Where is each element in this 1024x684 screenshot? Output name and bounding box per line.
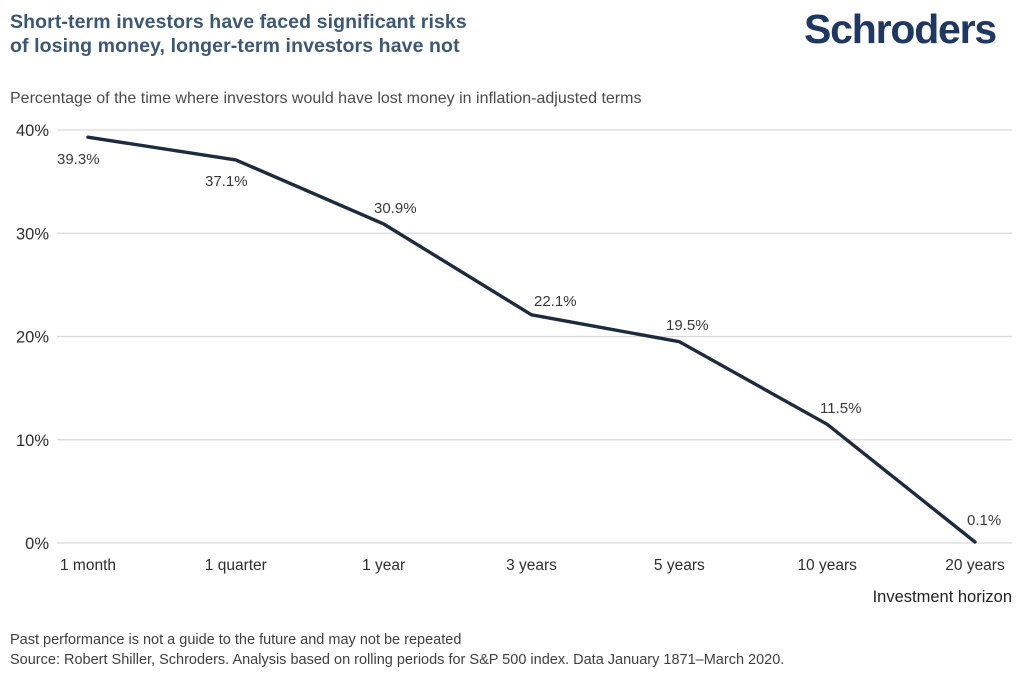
y-tick-label: 40%	[16, 122, 49, 140]
x-tick-label: 10 years	[797, 557, 857, 574]
x-tick-label: 1 year	[362, 557, 405, 574]
data-label: 37.1%	[205, 173, 248, 190]
x-tick-label: 5 years	[654, 557, 705, 574]
x-tick-label: 1 quarter	[205, 557, 267, 574]
x-axis-title: Investment horizon	[873, 588, 1012, 606]
data-label: 39.3%	[57, 151, 100, 168]
schroders-logo: Schroders	[804, 6, 997, 52]
x-tick-label: 1 month	[60, 557, 116, 574]
title-line-1: Short-term investors have faced signific…	[10, 11, 467, 33]
y-tick-label: 20%	[16, 329, 49, 347]
source-text: Source: Robert Shiller, Schroders. Analy…	[10, 652, 785, 668]
y-tick-label: 10%	[16, 432, 49, 450]
disclaimer-text: Past performance is not a guide to the f…	[10, 632, 462, 648]
line-series	[86, 135, 977, 544]
data-label: 11.5%	[820, 400, 861, 417]
data-label: 19.5%	[666, 317, 709, 334]
line-chart: 40% 30% 20% 10% 0% 39.3% 37.1% 30.9% 22.1% 19.5% 1…	[16, 122, 1012, 606]
chart-footer: Past performance is not a guide to the f…	[10, 630, 784, 670]
title-line-2: of losing money, longer-term investors h…	[10, 35, 460, 57]
x-tick-label: 3 years	[506, 557, 557, 574]
y-tick-label: 30%	[16, 225, 49, 243]
page-title: Short-term investors have faced signific…	[10, 10, 467, 58]
y-tick-label: 0%	[25, 535, 49, 553]
data-label: 22.1%	[534, 293, 577, 310]
data-label: 0.1%	[967, 512, 1001, 529]
data-label: 30.9%	[374, 200, 417, 217]
x-tick-label: 20 years	[945, 557, 1005, 574]
chart-subtitle: Percentage of the time where investors w…	[10, 90, 642, 107]
